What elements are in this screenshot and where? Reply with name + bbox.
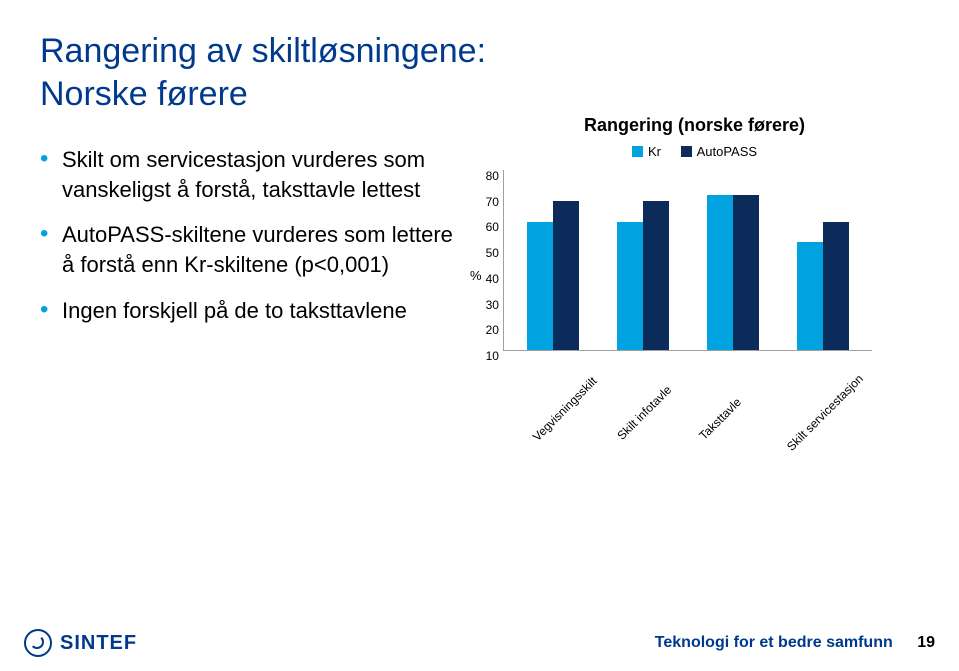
slide: Rangering av skiltløsningene: Norske før… bbox=[0, 0, 959, 671]
legend-swatch-autopass bbox=[681, 146, 692, 157]
x-tick: Skilt servicestasjon bbox=[784, 372, 866, 454]
bar-autopass-0 bbox=[553, 201, 579, 350]
bar-group-3 bbox=[793, 222, 853, 350]
content-row: Skilt om servicestasjon vurderes som van… bbox=[40, 145, 919, 480]
tagline: Teknologi for et bedre samfunn bbox=[655, 634, 893, 651]
legend-label-autopass: AutoPASS bbox=[697, 144, 757, 159]
chart-legend: Kr AutoPASS bbox=[470, 144, 919, 160]
legend-item-kr: Kr bbox=[632, 144, 661, 159]
x-tick: Vegvisningsskilt bbox=[530, 374, 600, 444]
logo-icon bbox=[24, 629, 52, 657]
bar-group-0 bbox=[523, 201, 583, 350]
page-title: Rangering av skiltløsningene: Norske før… bbox=[40, 30, 919, 115]
bar-autopass-1 bbox=[643, 201, 669, 350]
bar-kr-0 bbox=[527, 222, 553, 350]
bullet-item: AutoPASS-skiltene vurderes som lettere å… bbox=[40, 220, 470, 279]
x-tick: Skilt infotavle bbox=[614, 374, 682, 442]
chart: Rangering (norske førere) Kr AutoPASS % … bbox=[470, 115, 919, 480]
bar-group-2 bbox=[703, 195, 763, 350]
bullet-item: Ingen forskjell på de to taksttavlene bbox=[40, 296, 470, 326]
logo: SINTEF bbox=[24, 629, 137, 657]
bar-kr-3 bbox=[797, 242, 823, 350]
logo-text: SINTEF bbox=[60, 632, 137, 655]
bar-kr-1 bbox=[617, 222, 643, 350]
x-axis: Vegvisningsskilt Skilt infotavle Takstta… bbox=[506, 380, 919, 480]
y-axis-label: % bbox=[470, 268, 482, 283]
title-line-2: Norske førere bbox=[40, 75, 248, 113]
bar-autopass-2 bbox=[733, 195, 759, 350]
legend-item-autopass: AutoPASS bbox=[681, 144, 757, 159]
bar-autopass-3 bbox=[823, 222, 849, 350]
footer: SINTEF Teknologi for et bedre samfunn 19 bbox=[0, 623, 959, 671]
bullet-list: Skilt om servicestasjon vurderes som van… bbox=[40, 145, 470, 341]
plot-area bbox=[503, 170, 872, 351]
plot: % 80 70 60 50 40 30 20 10 bbox=[470, 170, 919, 380]
chart-title: Rangering (norske førere) bbox=[470, 115, 919, 136]
legend-label-kr: Kr bbox=[648, 144, 661, 159]
bullet-item: Skilt om servicestasjon vurderes som van… bbox=[40, 145, 470, 204]
page-number: 19 bbox=[917, 634, 935, 651]
bar-kr-2 bbox=[707, 195, 733, 350]
legend-swatch-kr bbox=[632, 146, 643, 157]
bar-group-1 bbox=[613, 201, 673, 350]
footer-right: Teknologi for et bedre samfunn 19 bbox=[655, 634, 935, 652]
y-ticks: 80 70 60 50 40 30 20 10 bbox=[486, 170, 499, 350]
x-tick: Taksttavle bbox=[697, 374, 765, 442]
title-line-1: Rangering av skiltløsningene: bbox=[40, 32, 486, 70]
